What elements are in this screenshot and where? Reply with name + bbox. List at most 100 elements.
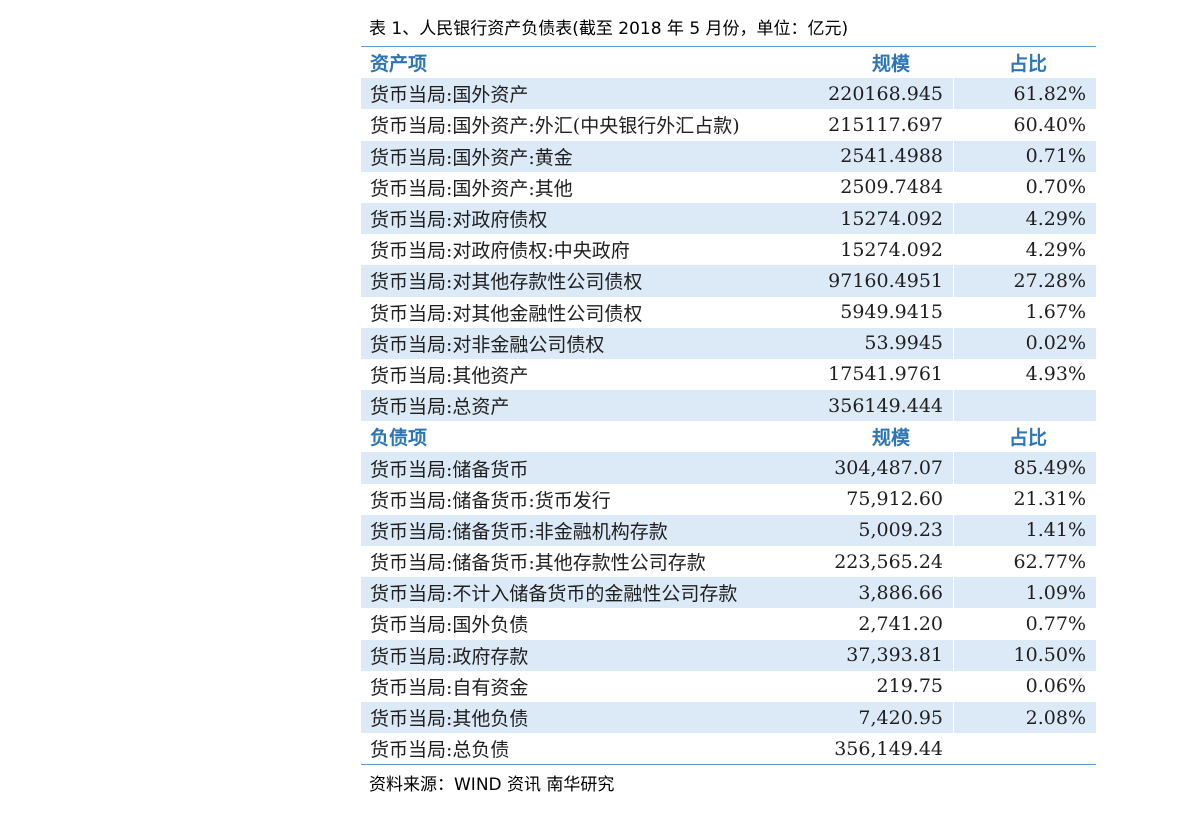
column-divider xyxy=(953,109,954,141)
row-name: 货币当局:国外资产:外汇(中央银行外汇占款) xyxy=(370,115,740,138)
row-name: 货币当局:其他负债 xyxy=(370,708,529,731)
row-value: 97160.4951 xyxy=(828,269,943,292)
row-value: 75,912.60 xyxy=(846,488,943,511)
column-divider xyxy=(953,140,954,172)
row-value: 53.9945 xyxy=(864,332,943,355)
row-value: 7,420.95 xyxy=(858,706,943,729)
row-name: 货币当局:不计入储备货币的金融性公司存款 xyxy=(370,583,738,606)
row-value: 5,009.23 xyxy=(858,519,943,542)
source-note: 资料来源：WIND 资讯 南华研究 xyxy=(369,775,615,795)
row-name: 货币当局:国外资产:黄金 xyxy=(370,146,573,169)
table-row: 货币当局:储备货币:货币发行 75,912.60 21.31% xyxy=(361,483,1096,515)
column-divider xyxy=(953,733,954,765)
row-ratio: 62.77% xyxy=(1013,550,1086,573)
row-value: 17541.9761 xyxy=(828,363,943,386)
column-divider xyxy=(953,265,954,297)
row-ratio: 60.40% xyxy=(1013,113,1086,136)
table-row: 货币当局:对政府债权:中央政府 15274.092 4.29% xyxy=(361,234,1096,266)
column-divider xyxy=(953,639,954,671)
table-row: 货币当局:总负债 356,149.44 xyxy=(361,733,1096,765)
row-value: 37,393.81 xyxy=(846,644,943,667)
row-ratio: 0.77% xyxy=(1025,612,1086,635)
table-row: 货币当局:国外资产:其他 2509.7484 0.70% xyxy=(361,171,1096,203)
row-ratio: 85.49% xyxy=(1013,457,1086,480)
table-row: 货币当局:对政府债权 15274.092 4.29% xyxy=(361,202,1096,235)
row-ratio: 1.09% xyxy=(1025,581,1086,604)
row-name: 货币当局:国外资产:其他 xyxy=(370,177,573,200)
row-name: 货币当局:其他资产 xyxy=(370,364,529,387)
table-row: 货币当局:国外资产 220168.945 61.82% xyxy=(361,78,1096,110)
column-divider xyxy=(953,483,954,515)
row-name: 货币当局:国外资产 xyxy=(370,84,529,107)
row-ratio: 4.93% xyxy=(1025,363,1086,386)
table-row: 货币当局:不计入储备货币的金融性公司存款 3,886.66 1.09% xyxy=(361,577,1096,609)
row-name: 货币当局:对政府债权:中央政府 xyxy=(370,240,630,263)
row-ratio: 0.02% xyxy=(1025,332,1086,355)
liabilities-header-ratio: 占比 xyxy=(1008,427,1047,450)
table-row: 货币当局:对其他金融性公司债权 5949.9415 1.67% xyxy=(361,296,1096,328)
column-divider xyxy=(953,171,954,203)
column-divider xyxy=(953,296,954,328)
table-row: 货币当局:总资产 356149.444 xyxy=(361,390,1096,422)
liabilities-header-row: 负债项 规模 占比 xyxy=(361,421,1096,452)
row-name: 货币当局:对政府债权 xyxy=(370,209,548,232)
row-ratio: 1.67% xyxy=(1025,301,1086,324)
row-name: 货币当局:政府存款 xyxy=(370,645,529,668)
table-row: 货币当局:国外资产:黄金 2541.4988 0.71% xyxy=(361,140,1096,172)
row-name: 货币当局:对其他金融性公司债权 xyxy=(370,302,643,325)
row-ratio: 2.08% xyxy=(1025,706,1086,729)
balance-sheet-table: 资产项 规模 占比 货币当局:国外资产 220168.945 61.82% 货币当局:国外资… xyxy=(361,46,1096,766)
row-ratio: 4.29% xyxy=(1025,238,1086,261)
row-name: 货币当局:国外负债 xyxy=(370,614,529,637)
row-value: 356149.444 xyxy=(828,394,943,417)
row-name: 货币当局:对非金融公司债权 xyxy=(370,333,605,356)
column-divider xyxy=(953,452,954,484)
liabilities-header-value: 规模 xyxy=(871,427,910,450)
column-divider xyxy=(953,234,954,266)
column-divider xyxy=(953,327,954,359)
assets-section: 资产项 规模 占比 货币当局:国外资产 220168.945 61.82% 货币当局:国外资… xyxy=(361,47,1096,422)
row-name: 货币当局:储备货币:其他存款性公司存款 xyxy=(370,552,706,575)
column-divider xyxy=(953,202,954,235)
column-divider xyxy=(953,577,954,609)
row-name: 货币当局:储备货币:货币发行 xyxy=(370,489,611,512)
liabilities-header-name: 负债项 xyxy=(370,427,428,450)
table-row: 货币当局:储备货币:非金融机构存款 5,009.23 1.41% xyxy=(361,514,1096,546)
row-name: 货币当局:自有资金 xyxy=(370,676,529,699)
row-ratio: 4.29% xyxy=(1025,207,1086,230)
table-row: 货币当局:国外负债 2,741.20 0.77% xyxy=(361,608,1096,640)
column-divider xyxy=(953,390,954,422)
table-row: 货币当局:政府存款 37,393.81 10.50% xyxy=(361,639,1096,671)
row-ratio: 10.50% xyxy=(1013,644,1086,667)
row-value: 2509.7484 xyxy=(840,176,943,199)
row-value: 15274.092 xyxy=(840,207,943,230)
row-value: 304,487.07 xyxy=(834,457,943,480)
table-row: 货币当局:其他资产 17541.9761 4.93% xyxy=(361,358,1096,391)
row-value: 215117.697 xyxy=(828,113,943,136)
row-value: 2541.4988 xyxy=(840,145,943,168)
row-ratio: 1.41% xyxy=(1025,519,1086,542)
table-caption: 表 1、人民银行资产负债表(截至 2018 年 5 月份，单位：亿元) xyxy=(369,19,849,39)
row-value: 3,886.66 xyxy=(858,581,943,604)
column-divider xyxy=(953,670,954,702)
row-name: 货币当局:储备货币:非金融机构存款 xyxy=(370,520,668,543)
row-value: 2,741.20 xyxy=(858,612,943,635)
column-divider xyxy=(953,358,954,391)
row-ratio: 0.70% xyxy=(1025,176,1086,199)
row-ratio: 61.82% xyxy=(1013,82,1086,105)
row-ratio: 0.06% xyxy=(1025,675,1086,698)
row-ratio: 21.31% xyxy=(1013,488,1086,511)
row-name: 货币当局:储备货币 xyxy=(370,458,529,481)
row-value: 223,565.24 xyxy=(834,550,943,573)
row-ratio: 0.71% xyxy=(1025,145,1086,168)
table-row: 货币当局:储备货币:其他存款性公司存款 223,565.24 62.77% xyxy=(361,546,1096,578)
assets-header-ratio: 占比 xyxy=(1008,53,1047,76)
liabilities-section: 负债项 规模 占比货币当局:储备货币 304,487.07 85.49% 货币当局:储备货… xyxy=(361,421,1096,765)
table-row: 货币当局:其他负债 7,420.95 2.08% xyxy=(361,701,1096,734)
column-divider xyxy=(953,608,954,640)
row-ratio: 27.28% xyxy=(1013,269,1086,292)
row-name: 货币当局:对其他存款性公司债权 xyxy=(370,271,643,294)
column-divider xyxy=(953,78,954,110)
row-value: 356,149.44 xyxy=(834,737,943,760)
column-divider xyxy=(953,701,954,734)
